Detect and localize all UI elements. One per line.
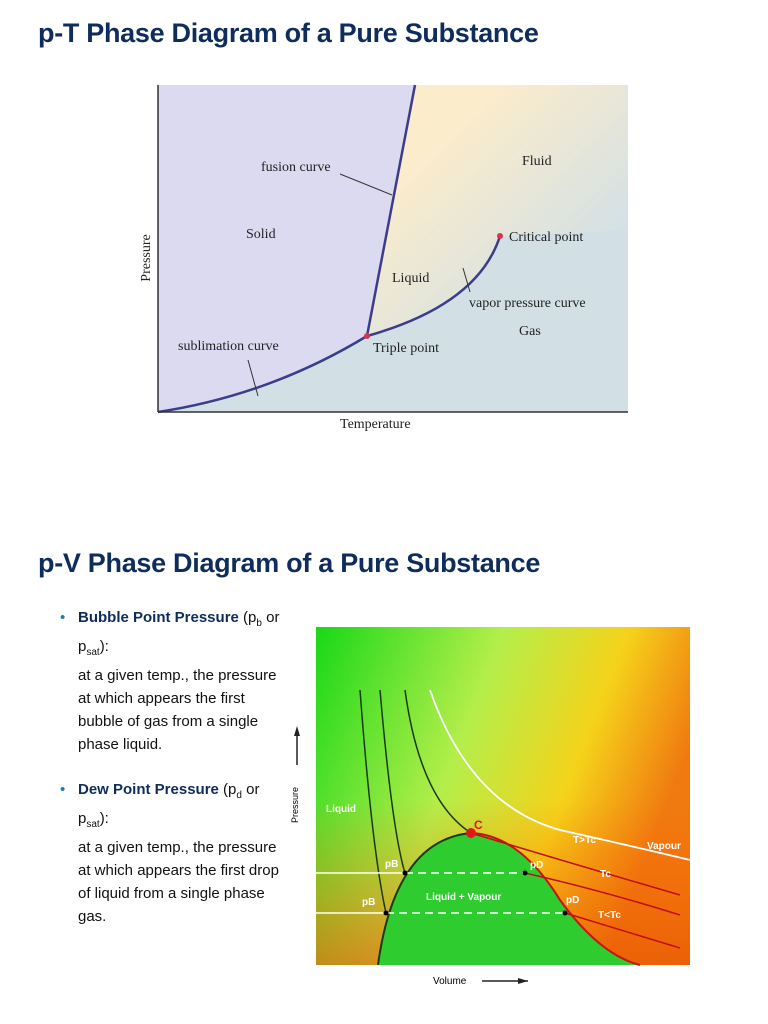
text: (p <box>238 609 257 626</box>
arrow <box>518 978 528 984</box>
label: T<Tc <box>598 910 621 921</box>
label: Liquid <box>392 271 429 286</box>
point <box>562 910 568 916</box>
text: (p <box>218 781 237 798</box>
label: Liquid + Vapour <box>426 892 501 903</box>
subscript: b <box>256 618 262 629</box>
text: ): <box>99 810 109 827</box>
isotherm <box>564 912 681 949</box>
label: Critical point <box>509 230 583 245</box>
label: Solid <box>246 227 276 242</box>
isotherm <box>379 689 406 874</box>
definition: at a given temp., the pressure at which … <box>78 839 279 925</box>
sublimation-curve <box>157 334 368 414</box>
isotherm <box>359 689 387 914</box>
text: ): <box>99 638 109 655</box>
fusion-curve <box>365 84 417 337</box>
isotherm-above-critical <box>429 689 691 861</box>
point <box>383 910 389 916</box>
label: Liquid <box>326 804 356 815</box>
point <box>402 870 408 876</box>
label: Vapour <box>647 841 681 852</box>
isotherm <box>404 689 472 834</box>
label: vapor pressure curve <box>469 296 586 311</box>
term: Bubble Point Pressure <box>78 609 239 626</box>
x-axis-label: Temperature <box>340 417 411 432</box>
label: pB <box>362 897 375 908</box>
label: sublimation curve <box>178 339 279 354</box>
bullet: Dew Point Pressure (pd or psat): at a gi… <box>60 778 290 928</box>
y-axis-label: Pressure <box>290 787 300 823</box>
solid-region <box>158 85 415 412</box>
vapor-curve <box>366 235 502 338</box>
section-title: p-T Phase Diagram of a Pure Substance <box>38 18 539 48</box>
text: or p <box>78 609 280 655</box>
label: C <box>474 818 483 832</box>
bullet-list: Bubble Point Pressure (pb or psat): at a… <box>60 606 290 942</box>
subscript: sat <box>86 819 100 830</box>
subscript: d <box>236 790 242 801</box>
bullet: Bubble Point Pressure (pb or psat): at a… <box>60 606 290 756</box>
leader <box>462 267 471 293</box>
pv-diagram: Liquid C T>Tc Vapour pD Tc pB Liquid + V… <box>290 627 691 987</box>
pt-diagram: fusion curve Fluid Solid Critical point … <box>139 84 628 432</box>
label: Fluid <box>522 154 552 169</box>
section-title: p-V Phase Diagram of a Pure Substance <box>38 548 541 578</box>
critical-point <box>466 828 476 838</box>
isotherm <box>470 832 681 896</box>
label: fusion curve <box>261 160 331 175</box>
label: T>Tc <box>573 835 596 846</box>
leader <box>339 173 393 196</box>
two-phase-dome <box>378 833 640 965</box>
subscript: sat <box>86 647 100 658</box>
critical-point <box>497 233 503 239</box>
term: Dew Point Pressure <box>78 781 219 798</box>
point <box>522 870 528 876</box>
label: Triple point <box>373 341 439 356</box>
liquid-region <box>367 85 628 336</box>
label: Gas <box>519 324 541 339</box>
y-axis-label: Pressure <box>139 234 154 281</box>
label: pD <box>566 895 579 906</box>
x-axis-label: Volume <box>433 976 467 987</box>
arrow <box>294 726 300 736</box>
leader <box>247 359 259 397</box>
bubble-curve <box>377 832 472 966</box>
triple-point <box>364 333 370 339</box>
label: pB <box>385 859 398 870</box>
isotherm <box>524 872 681 916</box>
label: Tc <box>600 869 611 880</box>
dew-curve <box>470 832 641 966</box>
label: pD <box>530 860 543 871</box>
text: or p <box>78 781 260 827</box>
definition: at a given temp., the pressure at which … <box>78 667 277 753</box>
